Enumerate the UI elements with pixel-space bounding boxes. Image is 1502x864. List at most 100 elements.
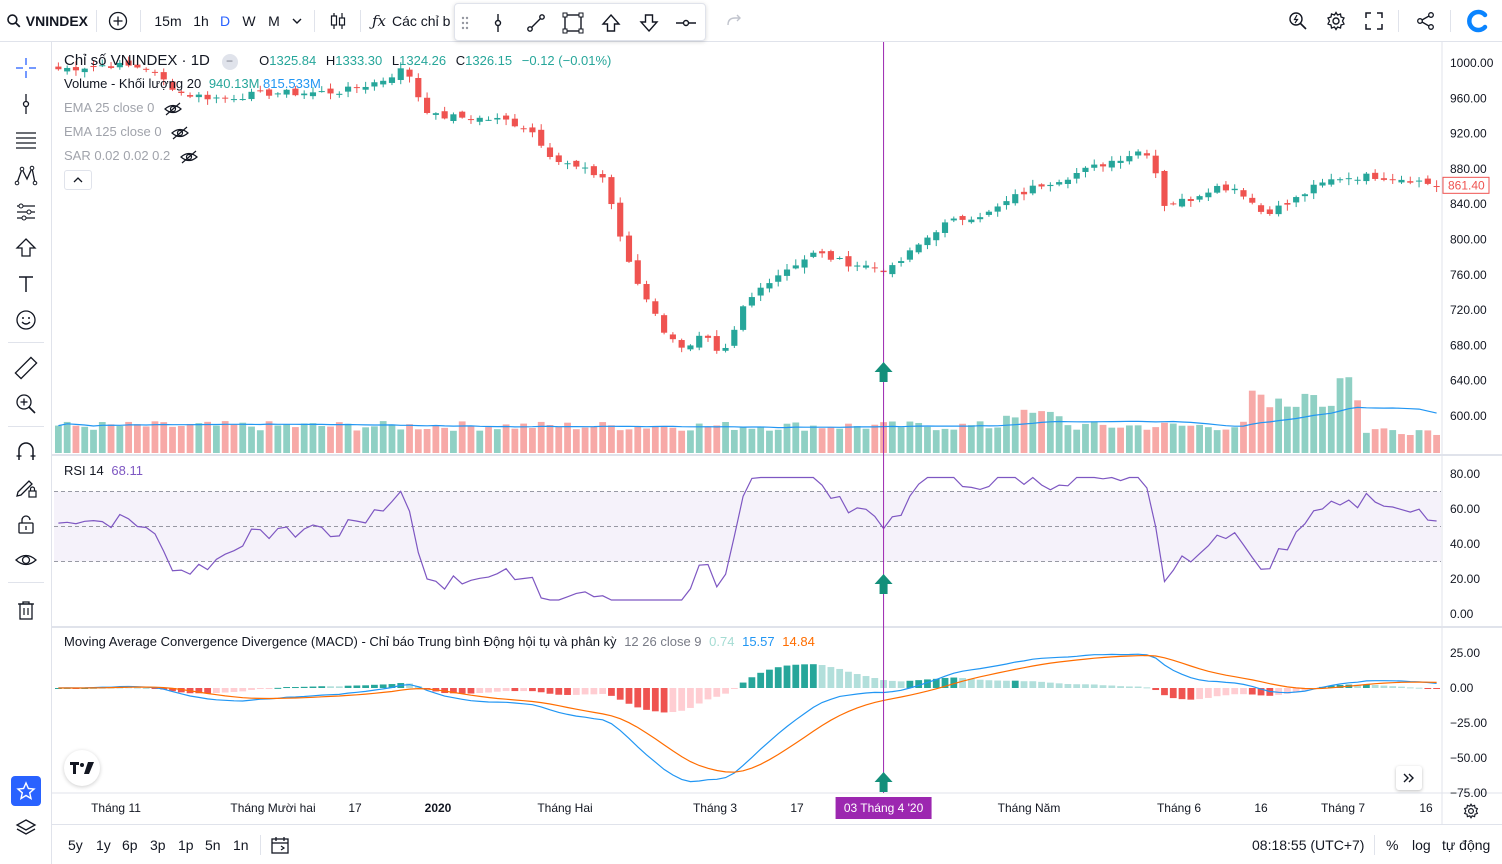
redo-button[interactable] <box>722 0 746 42</box>
volume-bar <box>599 422 607 453</box>
magnet-tool-button[interactable] <box>10 436 42 468</box>
candle-body <box>977 217 984 220</box>
log-scale-toggle[interactable]: log <box>1412 837 1431 853</box>
clock-timezone[interactable]: 08:18:55 (UTC+7) <box>1252 837 1365 853</box>
auto-scale-toggle[interactable]: tự động <box>1442 837 1491 853</box>
measure-tool-button[interactable] <box>10 352 42 384</box>
legend-collapse-button[interactable] <box>64 170 92 190</box>
crosshair-tool-button[interactable] <box>10 52 42 84</box>
range-3p[interactable]: 3p <box>150 837 166 853</box>
share-button[interactable] <box>1412 0 1440 42</box>
zoom-tool-button[interactable] <box>10 388 42 420</box>
quick-search-button[interactable] <box>1284 0 1312 42</box>
watchlist-button[interactable] <box>11 776 41 806</box>
eye-off-icon[interactable] <box>171 126 190 140</box>
pattern-tool-button[interactable] <box>10 160 42 192</box>
interval-1h[interactable]: 1h <box>193 13 209 29</box>
macd-histogram-bar <box>1161 688 1168 696</box>
sar-legend[interactable]: SAR 0.02 0.02 0.2 <box>64 148 198 164</box>
scroll-to-realtime-button[interactable] <box>1396 766 1422 790</box>
range-1y[interactable]: 1y <box>96 837 111 853</box>
macd-histogram-bar <box>941 677 949 688</box>
legend-collapse-dot[interactable]: − <box>221 53 238 70</box>
divider <box>260 835 261 855</box>
range-5y[interactable]: 5y <box>68 837 83 853</box>
macd-histogram-bar <box>55 688 62 689</box>
volume-bar <box>555 427 563 453</box>
interval-d[interactable]: D <box>219 13 231 29</box>
drag-handle-icon[interactable] <box>457 8 473 38</box>
axis-settings-button[interactable] <box>1460 800 1482 822</box>
brand-logo[interactable] <box>1464 0 1492 42</box>
eye-off-icon[interactable] <box>179 150 198 164</box>
settings-button[interactable] <box>1322 0 1350 42</box>
calendar-icon <box>271 837 289 854</box>
ema125-legend[interactable]: EMA 125 close 0 <box>64 124 190 140</box>
series-title[interactable]: Chỉ số VNINDEX · 1D <box>64 52 210 69</box>
candles-icon <box>330 13 346 29</box>
fullscreen-button[interactable] <box>1360 0 1388 42</box>
compare-add-button[interactable] <box>104 0 132 42</box>
rectangle-tool-button[interactable] <box>558 8 588 38</box>
horizontal-line-tool-button[interactable] <box>671 8 701 38</box>
trend-line-tool-button[interactable] <box>521 8 551 38</box>
macd-legend[interactable]: Moving Average Convergence Divergence (M… <box>64 634 815 649</box>
remove-drawings-button[interactable] <box>10 594 42 626</box>
lock-all-button[interactable] <box>10 508 42 540</box>
macd-histogram-bar <box>897 681 905 688</box>
macd-histogram-bar <box>1187 688 1195 700</box>
prediction-tool-button[interactable] <box>10 196 42 228</box>
indicators-button[interactable]: ƒx Các chỉ b <box>372 0 454 42</box>
line-tool-button[interactable] <box>10 88 42 120</box>
text-tool-button[interactable] <box>10 268 42 300</box>
price-axis-label: 840.00 <box>1450 197 1487 211</box>
candle-body <box>186 95 194 97</box>
macd-histogram-bar <box>204 688 212 694</box>
interval-dropdown-button[interactable] <box>288 0 306 42</box>
macd-histogram-bar <box>1029 681 1037 688</box>
percent-scale-toggle[interactable]: % <box>1386 837 1399 853</box>
pattern-icon <box>14 165 38 186</box>
candle-body <box>792 265 799 269</box>
eye-off-icon[interactable] <box>164 102 182 116</box>
hide-drawings-button[interactable] <box>10 544 42 576</box>
vertical-line-tool-button[interactable] <box>483 8 513 38</box>
lock-drawing-mode-button[interactable] <box>10 472 42 504</box>
rsi-legend[interactable]: RSI 14 68.11 <box>64 463 143 478</box>
trend-line-icon <box>527 14 545 32</box>
macd-histogram-bar <box>213 688 220 694</box>
interval-w[interactable]: W <box>242 13 256 29</box>
chart-area[interactable]: 1000.00 960.00 920.00 880.00 840.00 800.00 760… <box>52 42 1502 824</box>
symbol-search-button[interactable]: VNINDEX <box>6 0 88 42</box>
rsi-axis-label: 20.00 <box>1450 572 1480 586</box>
macd-histogram-bar <box>590 688 598 695</box>
chart-type-button[interactable] <box>324 0 352 42</box>
range-6p[interactable]: 6p <box>122 837 138 853</box>
tradingview-logo[interactable] <box>64 750 100 786</box>
ema25-legend[interactable]: EMA 25 close 0 <box>64 100 182 116</box>
volume-bar <box>1073 429 1081 453</box>
interval-m[interactable]: M <box>268 13 280 29</box>
range-5n[interactable]: 5n <box>205 837 221 853</box>
volume-bar <box>695 423 703 453</box>
object-tree-button[interactable] <box>10 812 42 844</box>
time-axis-label: Tháng Năm <box>998 801 1061 815</box>
icons-tool-button[interactable] <box>10 304 42 336</box>
volume-bar <box>572 429 580 453</box>
fib-tool-button[interactable] <box>10 124 42 156</box>
range-1n[interactable]: 1n <box>233 837 249 853</box>
go-to-date-button[interactable] <box>270 825 290 864</box>
volume-legend[interactable]: Volume - Khối lượng 20 940.13M 815.533M <box>64 76 321 91</box>
horizontal-line-icon <box>676 19 696 27</box>
candle-body <box>520 128 527 130</box>
candle-body <box>1170 203 1177 205</box>
arrow-down-tool-button[interactable] <box>634 8 664 38</box>
macd-histogram-bar <box>142 687 150 689</box>
candle-body <box>661 315 668 333</box>
range-1p[interactable]: 1p <box>178 837 194 853</box>
volume-bar <box>897 427 905 453</box>
candle-body <box>1284 203 1291 205</box>
arrow-up-tool-button[interactable] <box>596 8 626 38</box>
shapes-tool-button[interactable] <box>10 232 42 264</box>
interval-15m[interactable]: 15m <box>154 13 182 29</box>
